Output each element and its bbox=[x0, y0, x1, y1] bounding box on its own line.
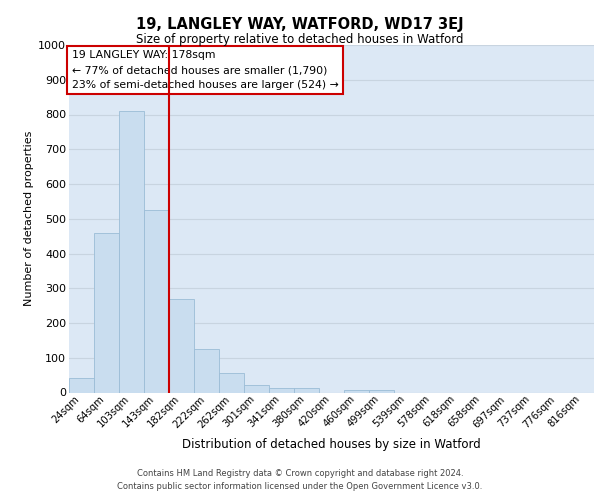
Bar bbox=[169, 298, 194, 392]
Y-axis label: Number of detached properties: Number of detached properties bbox=[24, 131, 34, 306]
Text: 19, LANGLEY WAY, WATFORD, WD17 3EJ: 19, LANGLEY WAY, WATFORD, WD17 3EJ bbox=[136, 18, 464, 32]
Bar bbox=[94, 232, 119, 392]
X-axis label: Distribution of detached houses by size in Watford: Distribution of detached houses by size … bbox=[182, 438, 481, 451]
Bar bbox=[69, 378, 94, 392]
Bar bbox=[219, 372, 244, 392]
Bar bbox=[369, 390, 394, 392]
Bar bbox=[294, 388, 319, 392]
Bar bbox=[194, 349, 219, 393]
Text: Contains HM Land Registry data © Crown copyright and database right 2024.
Contai: Contains HM Land Registry data © Crown c… bbox=[118, 470, 482, 491]
Bar bbox=[344, 390, 369, 392]
Text: 19 LANGLEY WAY: 178sqm
← 77% of detached houses are smaller (1,790)
23% of semi-: 19 LANGLEY WAY: 178sqm ← 77% of detached… bbox=[71, 50, 338, 90]
Bar bbox=[244, 384, 269, 392]
Bar bbox=[144, 210, 169, 392]
Bar bbox=[269, 388, 294, 392]
Text: Size of property relative to detached houses in Watford: Size of property relative to detached ho… bbox=[136, 32, 464, 46]
Bar bbox=[119, 111, 144, 392]
